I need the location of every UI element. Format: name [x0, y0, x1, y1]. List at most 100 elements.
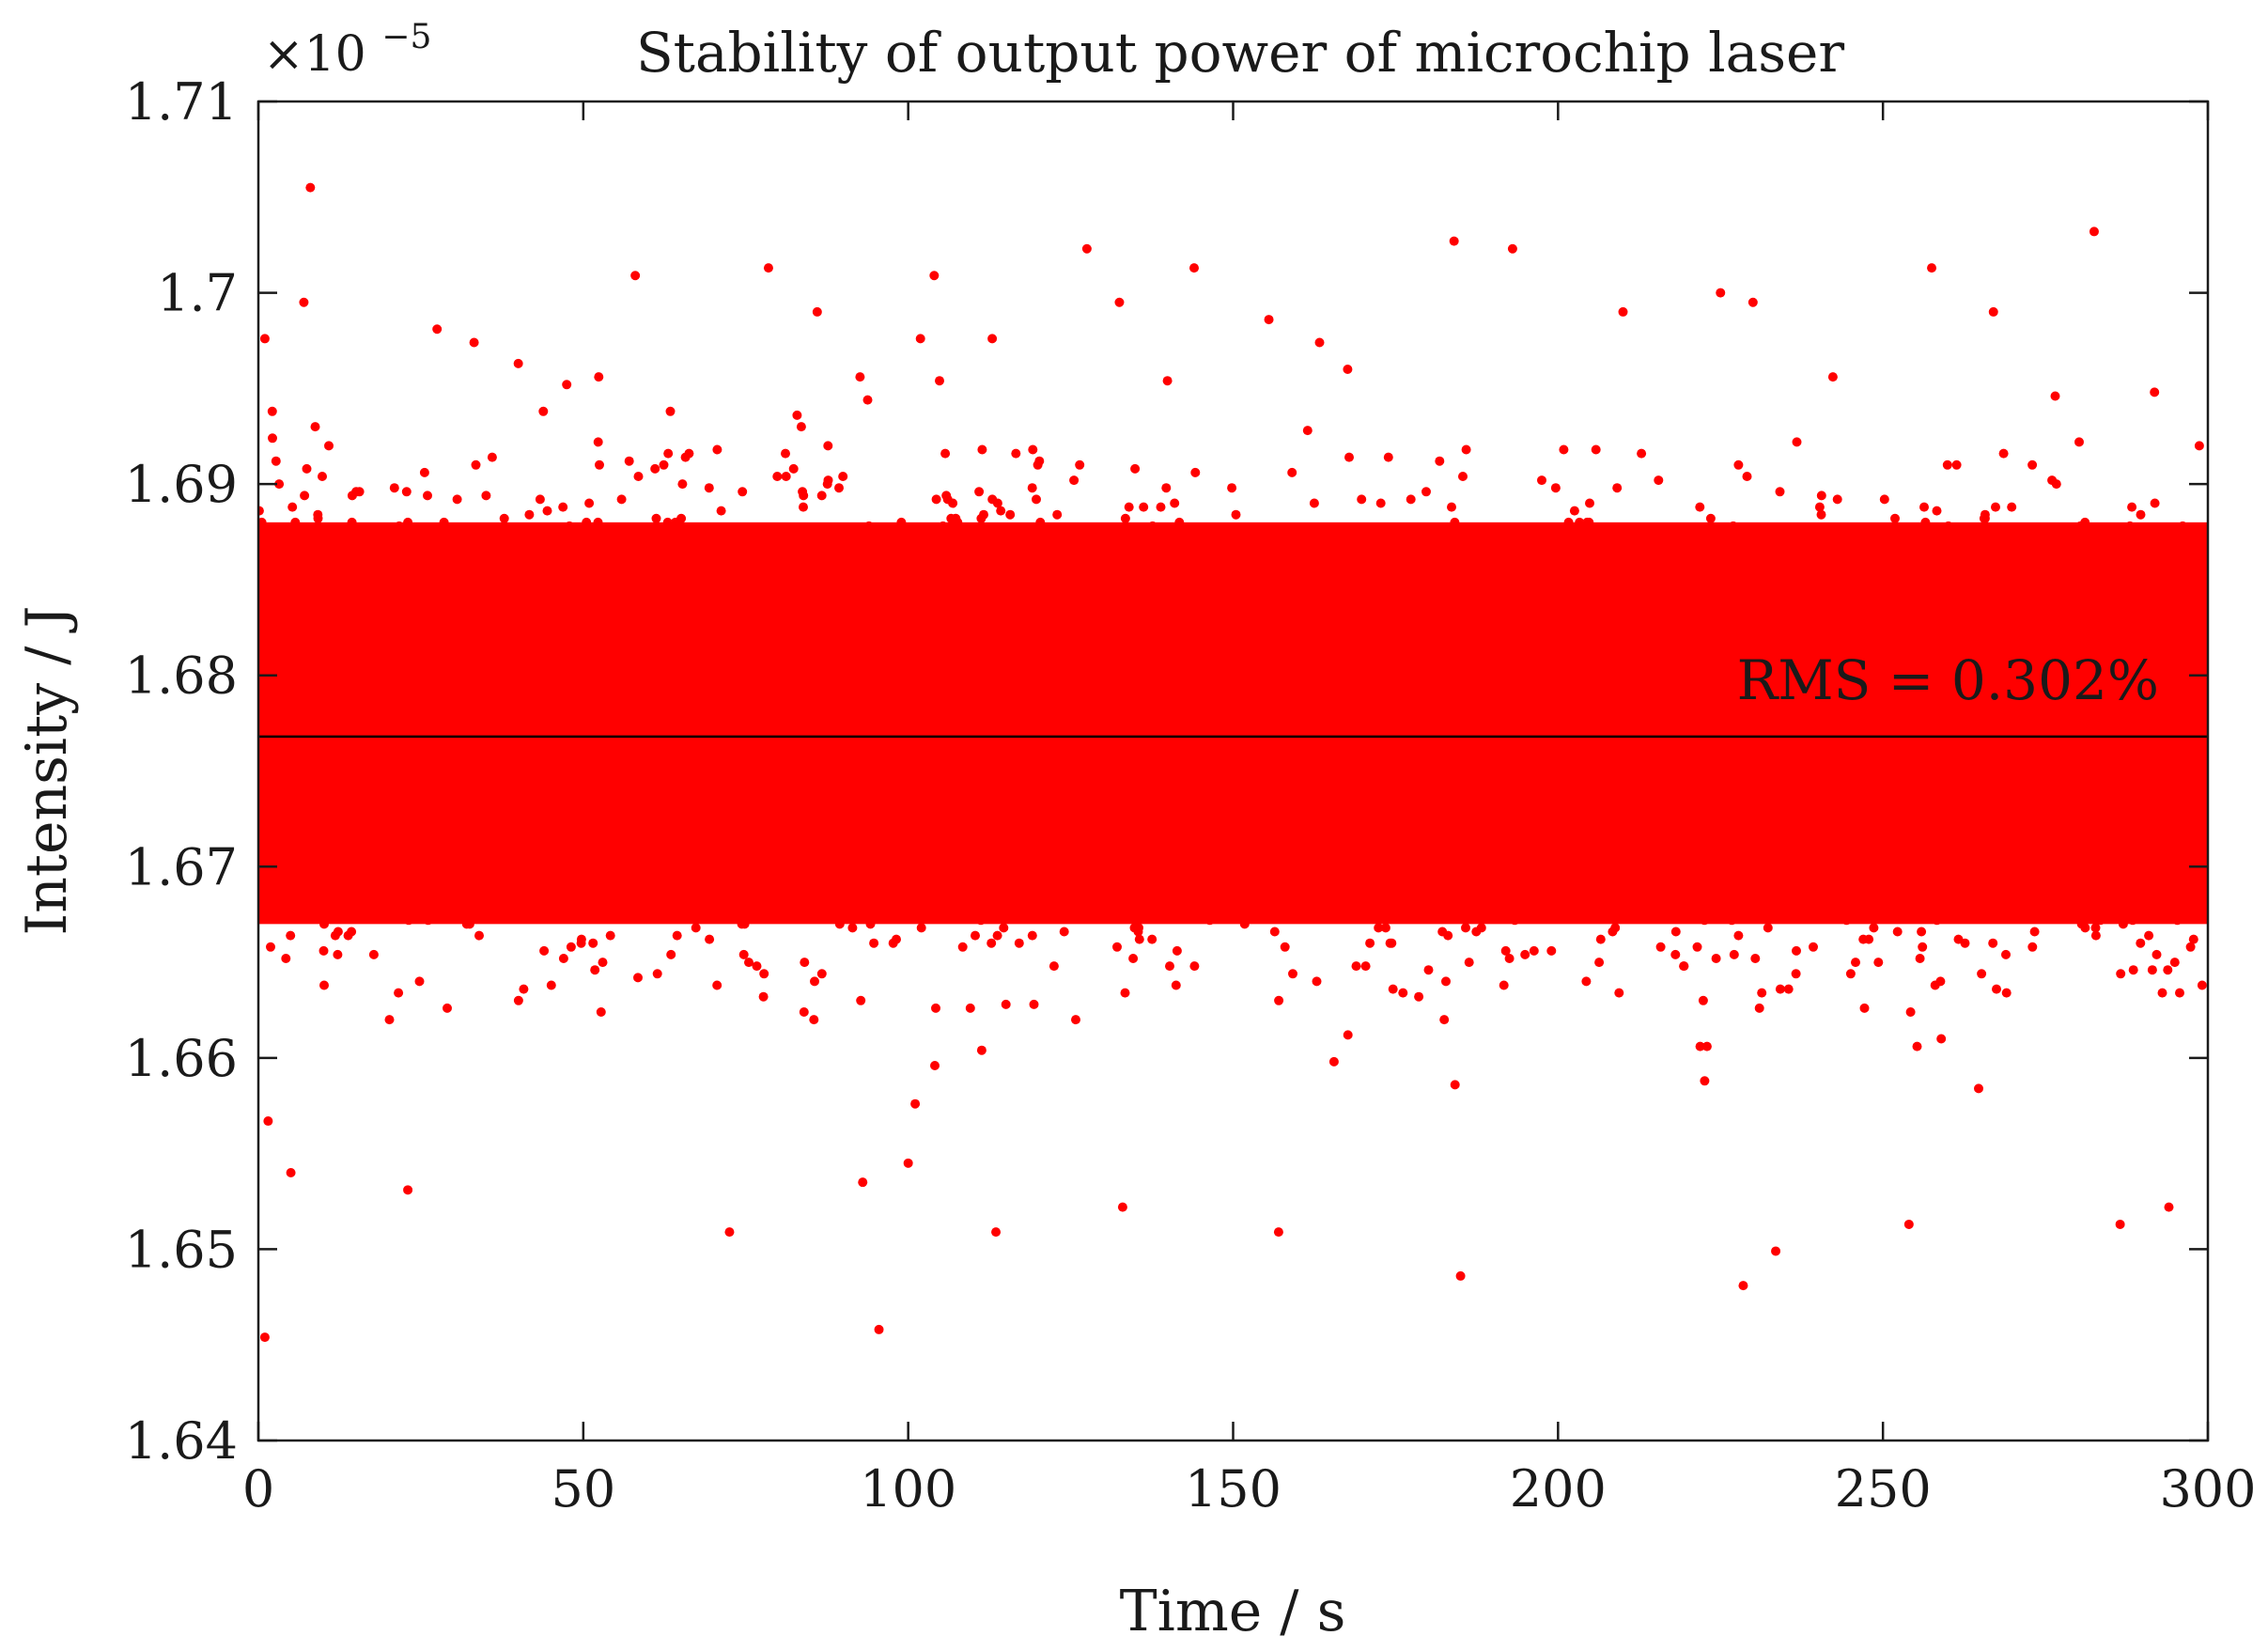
scatter-point — [813, 697, 823, 708]
scatter-point — [1064, 636, 1075, 646]
scatter-point — [2011, 559, 2021, 569]
scatter-point — [279, 888, 289, 898]
scatter-point — [1596, 880, 1607, 891]
scatter-point — [949, 842, 959, 852]
scatter-point — [1233, 819, 1243, 830]
scatter-point — [1565, 598, 1576, 608]
scatter-point — [987, 334, 998, 344]
scatter-point — [1384, 819, 1394, 830]
scatter-point — [1347, 662, 1358, 673]
scatter-point — [1186, 740, 1195, 749]
scatter-point — [369, 816, 380, 826]
scatter-point — [576, 743, 586, 754]
scatter-point — [957, 896, 968, 906]
scatter-point — [1985, 537, 1996, 547]
scatter-point — [1601, 862, 1611, 872]
scatter-point — [617, 709, 628, 719]
scatter-point — [2111, 579, 2121, 588]
scatter-point — [2133, 850, 2143, 861]
scatter-point — [816, 969, 827, 979]
scatter-point — [1543, 862, 1553, 872]
scatter-point — [1576, 574, 1586, 584]
scatter-point — [1822, 838, 1832, 849]
scatter-point — [2162, 816, 2172, 826]
scatter-point — [1190, 616, 1201, 627]
scatter-point — [1983, 601, 1994, 612]
scatter-point — [1623, 693, 1633, 704]
scatter-point — [1487, 697, 1498, 708]
scatter-point — [2160, 659, 2170, 669]
scatter-point — [725, 674, 736, 684]
scatter-point — [439, 720, 449, 730]
scatter-point — [1188, 804, 1199, 815]
scatter-point — [1246, 812, 1256, 822]
scatter-point — [281, 954, 291, 963]
scatter-point — [1052, 509, 1063, 520]
scatter-point — [724, 773, 735, 784]
scatter-point — [1987, 770, 1997, 780]
scatter-point — [1614, 988, 1624, 998]
scatter-point — [585, 785, 596, 795]
scatter-point — [958, 620, 969, 631]
scatter-point — [1302, 426, 1313, 436]
scatter-point — [1093, 842, 1103, 852]
scatter-point — [1438, 743, 1448, 754]
scatter-point — [1948, 644, 1958, 654]
scatter-point — [1673, 647, 1684, 658]
scatter-point — [1648, 797, 1658, 807]
scatter-point — [1361, 793, 1372, 802]
scatter-point — [1467, 823, 1477, 833]
scatter-point — [1541, 908, 1551, 918]
scatter-point — [632, 662, 643, 673]
scatter-point — [1708, 666, 1718, 677]
scatter-point — [383, 877, 394, 887]
scatter-point — [1441, 976, 1451, 987]
scatter-point — [925, 632, 935, 642]
scatter-point — [258, 647, 269, 658]
scatter-point — [935, 651, 945, 662]
scatter-point — [1449, 816, 1459, 826]
scatter-point — [412, 808, 423, 818]
scatter-point — [2000, 755, 2011, 765]
scatter-point — [1706, 555, 1717, 566]
scatter-point — [986, 938, 997, 948]
scatter-point — [531, 662, 541, 673]
scatter-point — [1987, 701, 1997, 711]
scatter-point — [907, 758, 917, 769]
scatter-point — [737, 701, 747, 711]
scatter-point — [2183, 555, 2192, 566]
scatter-point — [945, 651, 955, 662]
scatter-point — [1852, 908, 1862, 918]
scatter-point — [647, 751, 658, 761]
scatter-point — [1760, 678, 1770, 688]
scatter-point — [365, 552, 375, 562]
scatter-point — [514, 770, 524, 780]
scatter-point — [1919, 834, 1930, 845]
scatter-point — [457, 563, 467, 573]
scatter-point — [1869, 662, 1879, 673]
scatter-point — [719, 869, 729, 880]
scatter-point — [406, 819, 416, 830]
scatter-point — [1821, 632, 1831, 642]
scatter-point — [1152, 655, 1162, 665]
scatter-point — [1351, 670, 1361, 680]
scatter-point — [383, 574, 394, 584]
scatter-point — [1816, 491, 1826, 501]
scatter-point — [941, 681, 952, 692]
scatter-point — [495, 705, 505, 715]
scatter-point — [1538, 766, 1548, 776]
scatter-point — [1851, 727, 1861, 738]
scatter-point — [526, 873, 536, 883]
scatter-point — [1482, 544, 1491, 554]
scatter-point — [974, 487, 985, 497]
scatter-point — [833, 788, 844, 799]
scatter-point — [1752, 793, 1763, 802]
scatter-point — [335, 697, 346, 708]
scatter-point — [286, 930, 296, 941]
scatter-point — [1468, 655, 1479, 665]
scatter-point — [1796, 716, 1807, 726]
scatter-point — [1935, 976, 1946, 987]
scatter-point — [298, 740, 308, 749]
scatter-point — [1417, 838, 1427, 849]
scatter-point — [450, 655, 459, 665]
